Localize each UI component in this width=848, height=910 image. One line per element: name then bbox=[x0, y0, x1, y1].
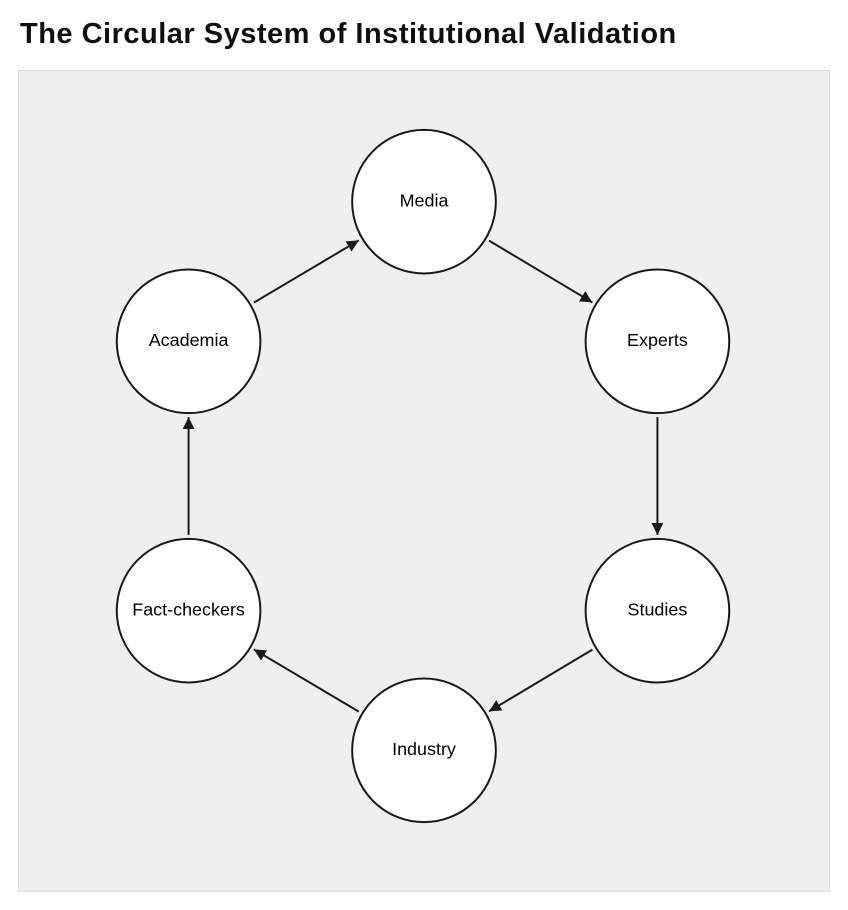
nodes-layer: Media Experts Studies Industry Fact-checkers… bbox=[117, 130, 729, 822]
node-industry: Industry bbox=[352, 679, 496, 823]
node-factcheckers: Fact-checkers bbox=[117, 539, 261, 683]
edge-academia-to-media bbox=[254, 240, 359, 302]
edge-media-to-experts bbox=[489, 241, 592, 303]
node-label-studies: Studies bbox=[628, 599, 688, 619]
node-media: Media bbox=[352, 130, 496, 274]
edges-layer bbox=[189, 240, 658, 711]
circular-flow-diagram: Media Experts Studies Industry Fact-checkers… bbox=[19, 71, 829, 891]
edge-industry-to-factcheckers bbox=[254, 649, 359, 711]
page-title: The Circular System of Institutional Val… bbox=[20, 18, 828, 51]
node-label-industry: Industry bbox=[392, 739, 456, 759]
node-studies: Studies bbox=[586, 539, 730, 683]
node-label-media: Media bbox=[400, 190, 449, 210]
node-label-academia: Academia bbox=[149, 330, 229, 350]
diagram-canvas: Media Experts Studies Industry Fact-checkers… bbox=[18, 70, 830, 892]
node-experts: Experts bbox=[586, 270, 730, 414]
node-label-factcheckers: Fact-checkers bbox=[132, 599, 245, 619]
node-academia: Academia bbox=[117, 270, 261, 414]
node-label-experts: Experts bbox=[627, 330, 688, 350]
edge-studies-to-industry bbox=[489, 650, 592, 712]
